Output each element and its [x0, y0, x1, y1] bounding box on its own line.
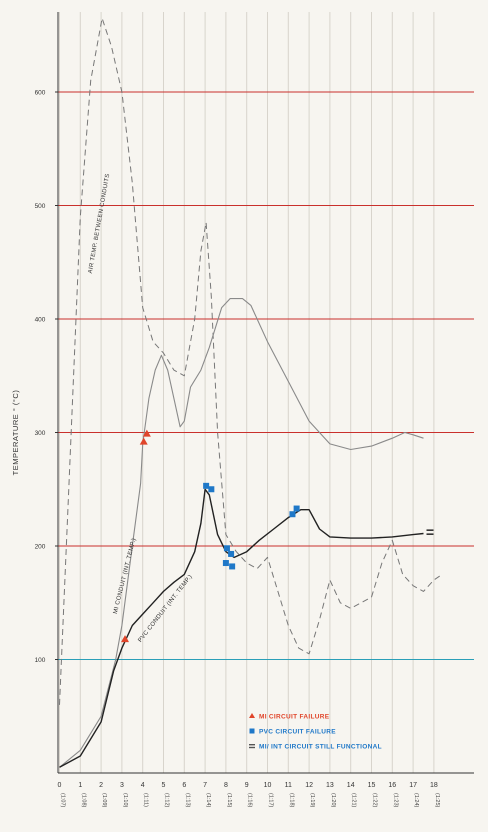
y-tick-label: 300	[35, 430, 46, 437]
mi-failure-marker	[139, 437, 148, 445]
x-tick-label: 13	[326, 782, 334, 789]
x-tick-label: 6	[182, 782, 186, 789]
pvc-failure-marker	[229, 563, 236, 570]
legend-label: MI CIRCUIT FAILURE	[259, 714, 330, 721]
x-tick-label: 2	[99, 782, 103, 789]
x-tick-time-label: (1:20)	[330, 793, 336, 808]
pvc-failure-marker	[208, 486, 215, 493]
x-tick-label: 5	[162, 782, 166, 789]
x-tick-time-label: (1:09)	[101, 793, 107, 808]
legend-label: MI/ INT CIRCUIT STILL FUNCTIONAL	[259, 744, 382, 751]
x-tick-label: 14	[347, 782, 355, 789]
x-tick-label: 15	[368, 782, 376, 789]
air-temp-label: AIR TEMP. BETWEEN CONDUITS	[88, 173, 111, 274]
failure-markers	[121, 429, 434, 643]
series-lines	[59, 17, 443, 768]
x-tick-time-label: (1:13)	[184, 793, 190, 808]
legend-label: PVC CIRCUIT FAILURE	[259, 729, 336, 736]
legend: MI CIRCUIT FAILURE PVC CIRCUIT FAILURE MI/…	[249, 713, 382, 751]
x-tick-label: 3	[120, 782, 124, 789]
pvc-failure-marker	[293, 505, 300, 512]
x-tick-time-label: (1:21)	[351, 793, 357, 808]
x-tick-time-label: (1:18)	[288, 793, 294, 808]
x-tick-time-label: (1:25)	[434, 793, 440, 808]
legend-swatch	[249, 746, 255, 749]
x-tick-label: 10	[264, 782, 272, 789]
x-tick-time-label: (1:23)	[392, 793, 398, 808]
pvc-failure-marker	[289, 511, 296, 518]
x-tick-time-label: (1:12)	[164, 793, 170, 808]
tick-labels: 100 200 300 400 500 600 0 (1:07) 1 (1:08) 2 (1:09) 3…	[35, 90, 440, 808]
y-tick-label: 400	[35, 317, 46, 324]
x-tick-time-label: (1:10)	[122, 793, 128, 808]
legend-swatch	[249, 713, 255, 718]
x-tick-time-label: (1:11)	[143, 793, 149, 807]
grid	[58, 12, 474, 773]
x-tick-time-label: (1:15)	[226, 793, 232, 808]
legend-swatch	[249, 744, 255, 746]
legend-swatch	[249, 728, 255, 734]
x-tick-label: 4	[141, 782, 145, 789]
x-tick-time-label: (1:17)	[268, 793, 274, 808]
x-tick-time-label: (1:19)	[309, 793, 315, 808]
mi-failure-marker	[142, 429, 151, 437]
axes	[55, 12, 474, 774]
pvc-failure-marker	[203, 482, 210, 489]
y-axis-label: TEMPERATURE ° (°C)	[11, 390, 20, 476]
pvc-conduit-label: PVC CONDUIT (INT. TEMP.)	[137, 574, 193, 644]
x-tick-label: 16	[388, 782, 396, 789]
x-tick-label: 0	[58, 782, 62, 789]
x-tick-time-label: (1:22)	[372, 793, 378, 808]
mi-failure-marker	[121, 635, 130, 643]
x-tick-time-label: (1:16)	[247, 793, 253, 808]
still-functional-marker	[426, 529, 434, 531]
x-tick-time-label: (1:14)	[205, 793, 211, 808]
x-tick-label: 17	[409, 782, 417, 789]
x-tick-label: 12	[305, 782, 313, 789]
y-tick-label: 200	[35, 544, 46, 551]
series-line	[59, 488, 424, 768]
y-tick-label: 500	[35, 203, 46, 210]
series-line	[59, 298, 424, 768]
pvc-failure-marker	[223, 545, 230, 552]
series-line	[59, 17, 443, 705]
x-tick-time-label: (1:08)	[80, 793, 86, 808]
x-tick-label: 1	[78, 782, 82, 789]
y-tick-label: 600	[35, 90, 46, 97]
pvc-failure-marker	[228, 550, 235, 557]
x-tick-label: 11	[285, 782, 292, 789]
still-functional-marker	[426, 533, 434, 535]
y-tick-label: 100	[35, 657, 46, 664]
x-tick-time-label: (1:24)	[413, 793, 419, 808]
x-tick-label: 7	[203, 782, 207, 789]
x-tick-label: 8	[224, 782, 228, 789]
pvc-failure-marker	[222, 560, 229, 567]
x-tick-time-label: (1:07)	[60, 793, 66, 808]
x-tick-label: 18	[430, 782, 438, 789]
x-tick-label: 9	[245, 782, 249, 789]
